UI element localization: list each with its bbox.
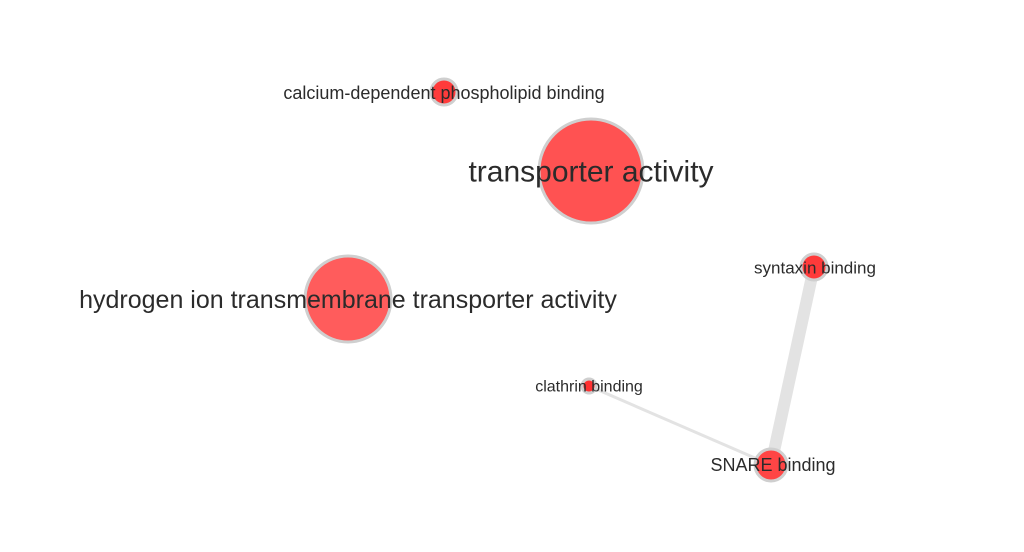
edge-clathrin-snare — [587, 384, 773, 467]
node-syntaxin-binding[interactable] — [799, 252, 829, 282]
edge-syntaxin-snare — [765, 261, 820, 471]
node-clathrin-binding[interactable] — [580, 377, 598, 395]
labels-layer: transporter activity hydrogen ion transm… — [79, 83, 876, 475]
node-hydrogen-ion-transporter[interactable] — [303, 254, 393, 344]
label-clathrin-binding: clathrin binding — [535, 379, 643, 396]
label-hydrogen-ion-transporter: hydrogen ion transmembrane transporter a… — [79, 286, 617, 314]
node-transporter-activity[interactable] — [537, 117, 645, 225]
nodes-layer — [303, 77, 829, 483]
label-calcium-phospholipid-binding: calcium-dependent phospholipid binding — [283, 83, 604, 103]
edges-layer — [587, 261, 820, 471]
label-snare-binding: SNARE binding — [710, 455, 835, 475]
node-calcium-phospholipid-binding[interactable] — [429, 77, 459, 107]
label-transporter-activity: transporter activity — [468, 156, 713, 189]
label-syntaxin-binding: syntaxin binding — [754, 259, 876, 278]
node-snare-binding[interactable] — [753, 447, 789, 483]
